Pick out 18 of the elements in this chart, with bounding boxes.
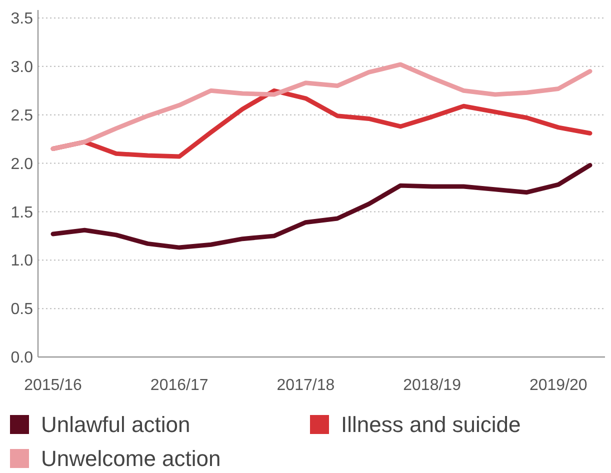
- legend-label: Unwelcome action: [41, 446, 221, 471]
- y-tick-label: 0.0: [10, 350, 34, 367]
- x-tick-label: 2018/19: [403, 377, 462, 394]
- y-tick-label: 2.5: [10, 107, 34, 124]
- y-tick-label: 0.5: [10, 301, 34, 318]
- y-tick-label: 1.0: [10, 252, 34, 270]
- legend-label: Unlawful action: [41, 412, 190, 437]
- legend-label: Illness and suicide: [341, 412, 521, 437]
- x-tick-label: 2016/17: [150, 377, 208, 394]
- x-tick-label: 2015/16: [24, 377, 82, 394]
- line-series: [50, 162, 592, 250]
- y-tick-label: 3.5: [10, 10, 34, 28]
- y-tick-label: 2.0: [10, 156, 34, 173]
- x-tick-label: 2017/18: [276, 377, 335, 394]
- line-series: [50, 62, 592, 152]
- y-tick-label: 1.5: [10, 204, 34, 222]
- y-tick-label: 3.0: [10, 59, 34, 76]
- x-tick-label: 2019/20: [529, 377, 588, 394]
